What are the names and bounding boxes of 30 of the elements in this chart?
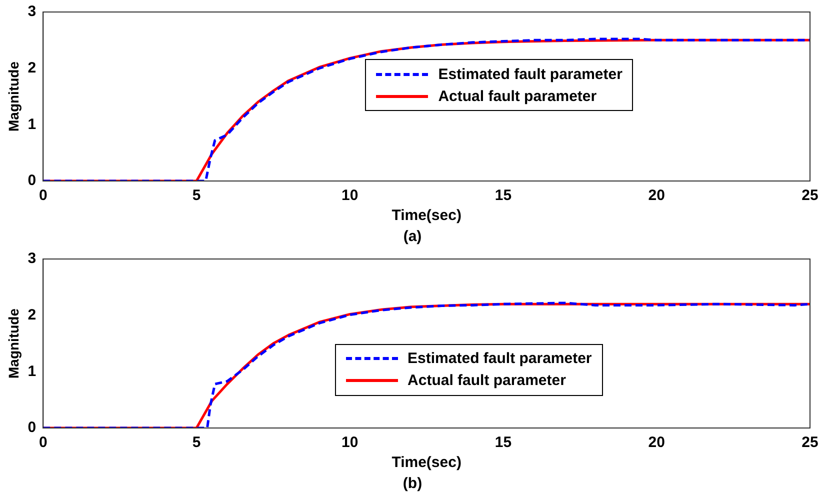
legend-label: Estimated fault parameter bbox=[408, 350, 592, 367]
legend-label: Actual fault parameter bbox=[438, 88, 597, 105]
y-tick-label: 2 bbox=[28, 59, 36, 76]
x-tick-label: 15 bbox=[494, 187, 512, 204]
x-tick-label: 20 bbox=[648, 187, 665, 204]
x-axis-title: Time(sec) bbox=[392, 454, 462, 472]
legend-label: Actual fault parameter bbox=[408, 372, 566, 389]
x-tick-label: 5 bbox=[192, 187, 201, 204]
y-tick-label: 0 bbox=[28, 419, 36, 436]
y-tick-label: 2 bbox=[28, 306, 36, 324]
text: (b) bbox=[402, 475, 424, 492]
text: (a) bbox=[402, 228, 423, 245]
x-tick-label: 5 bbox=[192, 434, 201, 452]
x-tick-label: 0 bbox=[38, 434, 48, 452]
x-tick-label: 20 bbox=[648, 434, 665, 452]
x-tick-label: 25 bbox=[802, 187, 818, 204]
legend-label: Estimated fault parameter bbox=[438, 66, 622, 83]
y-axis-title: Magnitude bbox=[5, 308, 22, 378]
x-tick-label: 25 bbox=[802, 434, 818, 452]
x-tick-label: 10 bbox=[342, 434, 358, 452]
x-tick-label: 15 bbox=[494, 434, 512, 452]
y-tick-label: 3 bbox=[28, 250, 36, 268]
x-tick-label: 10 bbox=[342, 187, 358, 204]
y-tick-label: 0 bbox=[28, 172, 36, 190]
y-tick-label: 1 bbox=[28, 116, 36, 133]
y-tick-label: 1 bbox=[28, 362, 36, 380]
x-axis-title: Time(sec) bbox=[392, 207, 462, 224]
y-axis-title: Magnitude bbox=[5, 61, 22, 132]
y-tick-label: 3 bbox=[28, 3, 36, 20]
x-tick-label: 0 bbox=[38, 187, 48, 204]
